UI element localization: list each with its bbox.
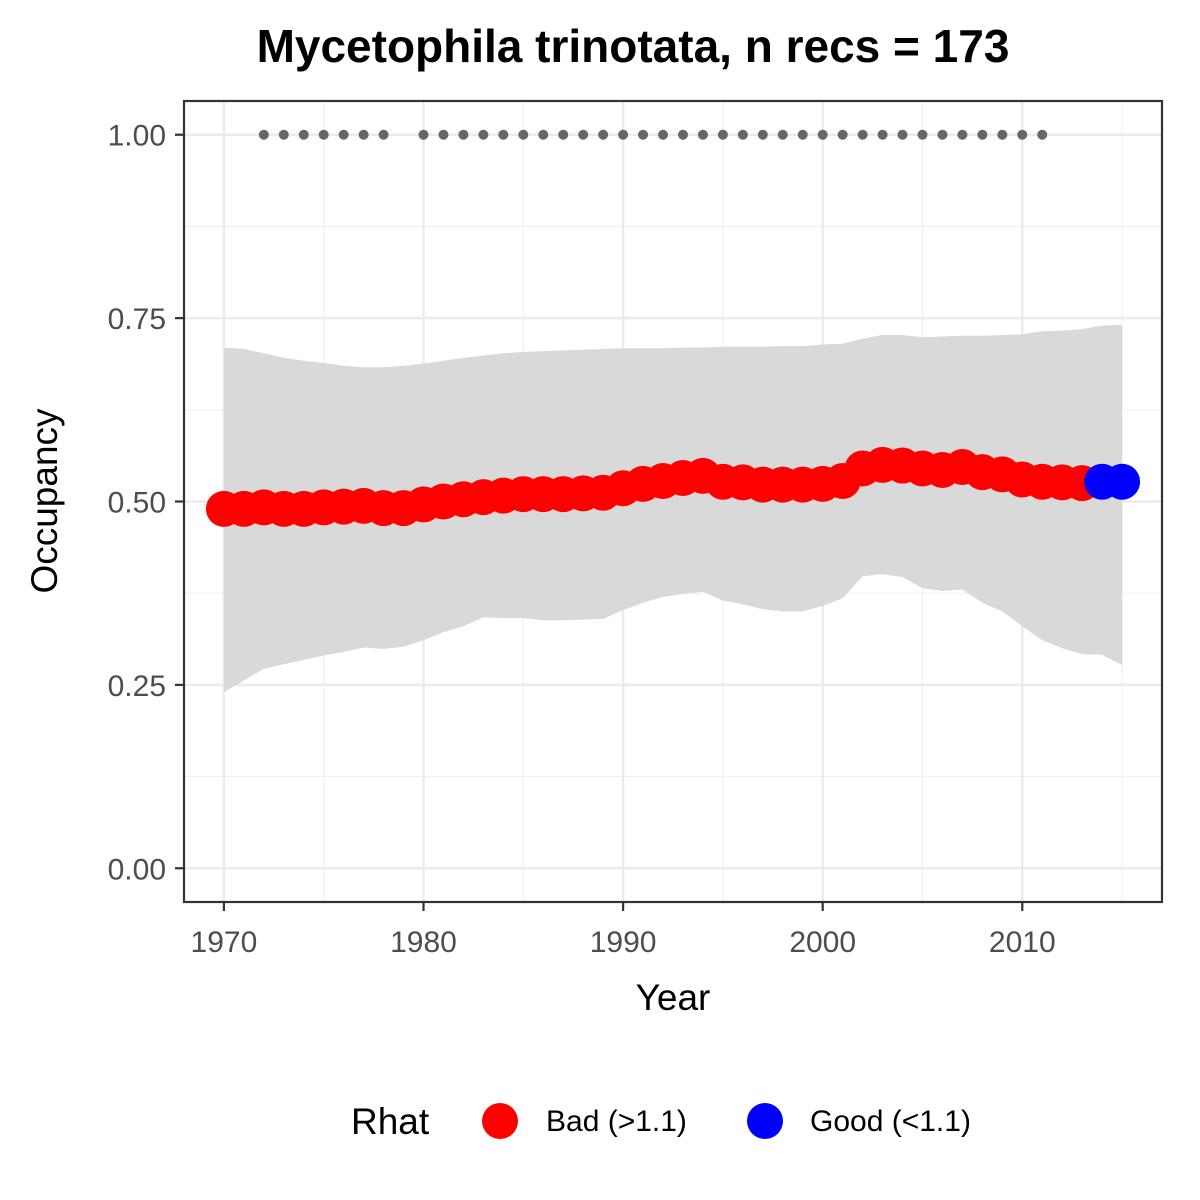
record-point [897,129,908,140]
record-point [298,129,309,140]
x-tick-label: 2000 [789,926,856,959]
record-point [478,129,489,140]
record-point [777,129,788,140]
record-point [837,129,848,140]
record-point [438,129,449,140]
occupancy-point [1104,463,1141,500]
record-point [358,129,369,140]
record-point [957,129,968,140]
record-point [677,129,688,140]
record-point [578,129,589,140]
x-tick-label: 1980 [390,926,457,959]
record-point [658,129,669,140]
record-point [638,129,649,140]
y-tick-label: 0.75 [108,303,166,336]
record-point [857,129,868,140]
record-point [558,129,569,140]
record-point [977,129,988,140]
record-point [458,129,469,140]
record-point [1037,129,1048,140]
y-tick-label: 0.25 [108,670,166,703]
occupancy-points [205,446,1141,527]
x-tick-label: 1990 [590,926,657,959]
record-point [737,129,748,140]
record-point [258,129,269,140]
record-point [598,129,609,140]
x-tick-label: 1970 [191,926,258,959]
record-point [338,129,349,140]
record-point [717,129,728,140]
record-point [518,129,529,140]
record-point [538,129,549,140]
record-point [498,129,509,140]
legend: Rhat Bad (>1.1) Good (<1.1) [351,1101,971,1142]
record-points [258,129,1048,140]
record-point [817,129,828,140]
record-point [997,129,1008,140]
record-point [618,129,629,140]
legend-label-good: Good (<1.1) [810,1105,971,1138]
y-axis-title: Occupancy [24,408,65,594]
legend-label-bad: Bad (>1.1) [546,1105,687,1138]
record-point [797,129,808,140]
legend-key-good [747,1103,783,1139]
record-point [378,129,389,140]
record-point [1017,129,1028,140]
record-point [937,129,948,140]
y-tick-label: 0.00 [108,853,166,886]
record-point [877,129,888,140]
confidence-ribbon [223,324,1123,693]
record-point [318,129,329,140]
chart-title: Mycetophila trinotata, n recs = 173 [257,20,1010,72]
x-tick-label: 2010 [989,926,1056,959]
legend-key-bad [482,1103,518,1139]
record-point [757,129,768,140]
y-axis: 0.00 0.25 0.50 0.75 1.00 [108,120,184,886]
y-tick-label: 0.50 [108,487,166,520]
y-tick-label: 1.00 [108,120,166,153]
record-point [917,129,928,140]
record-point [697,129,708,140]
x-axis-title: Year [636,977,711,1018]
record-point [278,129,289,140]
x-axis: 1970 1980 1990 2000 2010 [191,902,1056,959]
legend-title: Rhat [351,1101,430,1142]
record-point [418,129,429,140]
